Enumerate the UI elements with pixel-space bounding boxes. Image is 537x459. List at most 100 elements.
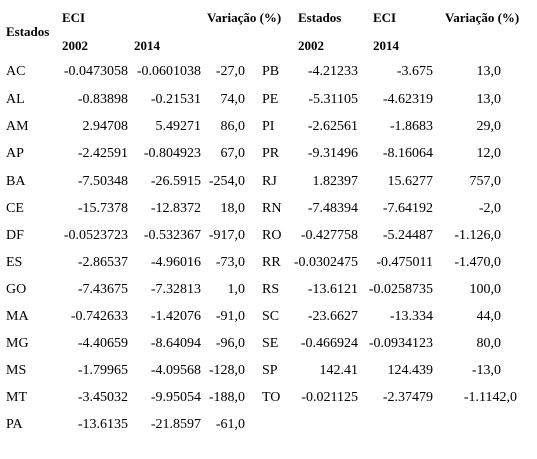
left-v2014: -0.804923 — [143, 146, 201, 161]
left-estado: MS — [6, 363, 27, 378]
left-v2002: -7.50348 — [77, 174, 128, 189]
header-estados-right: Estados — [298, 10, 342, 25]
left-v2014: -1.42076 — [150, 309, 201, 324]
right-v2014: -0.475011 — [376, 255, 433, 270]
right-v2014: -2.37479 — [382, 390, 433, 405]
left-v2002: -0.83898 — [77, 92, 128, 107]
left-estado: AP — [6, 146, 24, 161]
header-2014-left: 2014 — [134, 38, 160, 53]
right-v2002: -23.6627 — [307, 309, 358, 324]
left-v2002: -2.86537 — [77, 255, 128, 270]
left-v2014: -0.21531 — [150, 92, 201, 107]
right-v2014: 124.439 — [387, 363, 434, 378]
left-v2002: -1.79965 — [77, 363, 128, 378]
left-v2002: -0.0523723 — [63, 228, 128, 243]
right-v2014: -0.0258735 — [368, 282, 433, 297]
right-v2014: -0.0934123 — [368, 336, 433, 351]
left-v2002: -3.45032 — [77, 390, 128, 405]
right-var: 13,0 — [476, 92, 502, 107]
right-v2002: 1.82397 — [312, 174, 359, 189]
right-estado: PB — [262, 64, 280, 79]
right-var: 757,0 — [469, 174, 502, 189]
left-v2002: 2.94708 — [82, 119, 129, 134]
left-var: 74,0 — [220, 92, 246, 107]
left-var: -27,0 — [215, 64, 245, 79]
left-estado: DF — [6, 228, 24, 243]
right-estado: RJ — [262, 174, 277, 189]
right-var: 44,0 — [476, 309, 502, 324]
left-var: 67,0 — [220, 146, 246, 161]
right-v2002: -4.21233 — [307, 64, 358, 79]
left-v2002: -2.42591 — [77, 146, 128, 161]
header-2002-right: 2002 — [298, 38, 324, 53]
header-2014-right: 2014 — [373, 38, 399, 53]
left-var: -128,0 — [208, 363, 245, 378]
left-v2014: -4.09568 — [150, 363, 201, 378]
left-estado: MT — [6, 390, 27, 405]
left-v2002: -13.6135 — [77, 417, 128, 432]
left-estado: BA — [6, 174, 26, 189]
right-v2002: -0.0302475 — [293, 255, 358, 270]
left-estado: AC — [6, 64, 26, 79]
left-estado: AM — [6, 119, 29, 134]
left-v2014: -0.532367 — [143, 228, 201, 243]
left-v2002: -0.742633 — [70, 309, 128, 324]
left-var: -61,0 — [215, 417, 245, 432]
left-v2014: -0.0601038 — [136, 64, 201, 79]
left-v2014: -4.96016 — [150, 255, 201, 270]
right-var: -1.470,0 — [454, 255, 501, 270]
right-estado: SC — [262, 309, 280, 324]
right-v2002: -0.427758 — [300, 228, 358, 243]
left-v2014: -12.8372 — [150, 201, 201, 216]
right-estado: RR — [262, 255, 281, 270]
left-var: -254,0 — [208, 174, 245, 189]
right-var: -2,0 — [478, 201, 501, 216]
left-var: 1,0 — [227, 282, 246, 297]
right-var: 13,0 — [476, 64, 502, 79]
left-estado: ES — [6, 255, 23, 270]
right-estado: PI — [262, 119, 275, 134]
right-var: -1.1142,0 — [463, 390, 517, 405]
right-v2014: -7.64192 — [382, 201, 433, 216]
right-v2002: -5.31105 — [308, 92, 358, 107]
left-v2014: -26.5915 — [150, 174, 201, 189]
left-v2002: -7.43675 — [77, 282, 128, 297]
left-v2014: -9.95054 — [150, 390, 201, 405]
left-v2014: -21.8597 — [150, 417, 201, 432]
right-estado: RO — [262, 228, 282, 243]
right-var: 100,0 — [469, 282, 502, 297]
left-var: 86,0 — [220, 119, 246, 134]
right-v2014: -13.334 — [389, 309, 433, 324]
left-estado: MA — [6, 309, 29, 324]
right-v2014: -3.675 — [396, 64, 433, 79]
right-v2002: -13.6121 — [307, 282, 358, 297]
right-estado: SP — [262, 363, 278, 378]
right-estado: PR — [262, 146, 280, 161]
right-var: 80,0 — [476, 336, 502, 351]
right-estado: RN — [262, 201, 282, 216]
left-var: -188,0 — [208, 390, 245, 405]
left-var: -96,0 — [215, 336, 245, 351]
left-v2002: -4.40659 — [77, 336, 128, 351]
right-v2014: -8.16064 — [382, 146, 433, 161]
right-v2014: 15.6277 — [387, 174, 434, 189]
right-v2002: -0.021125 — [301, 390, 358, 405]
header-eci-left: ECI — [62, 10, 86, 25]
left-var: -73,0 — [215, 255, 245, 270]
right-var: 12,0 — [476, 146, 502, 161]
right-estado: RS — [262, 282, 280, 297]
left-estado: GO — [6, 282, 27, 297]
header-2002-left: 2002 — [62, 38, 88, 53]
right-v2014: -1.8683 — [389, 119, 433, 134]
left-var: -917,0 — [208, 228, 245, 243]
right-v2002: -0.466924 — [300, 336, 358, 351]
left-v2014: 5.49271 — [155, 119, 202, 134]
header-eci-right: ECI — [373, 10, 397, 25]
right-estado: SE — [262, 336, 279, 351]
right-var: 29,0 — [476, 119, 502, 134]
right-v2014: -4.62319 — [382, 92, 433, 107]
right-var: -1.126,0 — [454, 228, 501, 243]
left-estado: PA — [6, 417, 23, 432]
right-v2002: -7.48394 — [307, 201, 358, 216]
left-var: 18,0 — [220, 201, 246, 216]
